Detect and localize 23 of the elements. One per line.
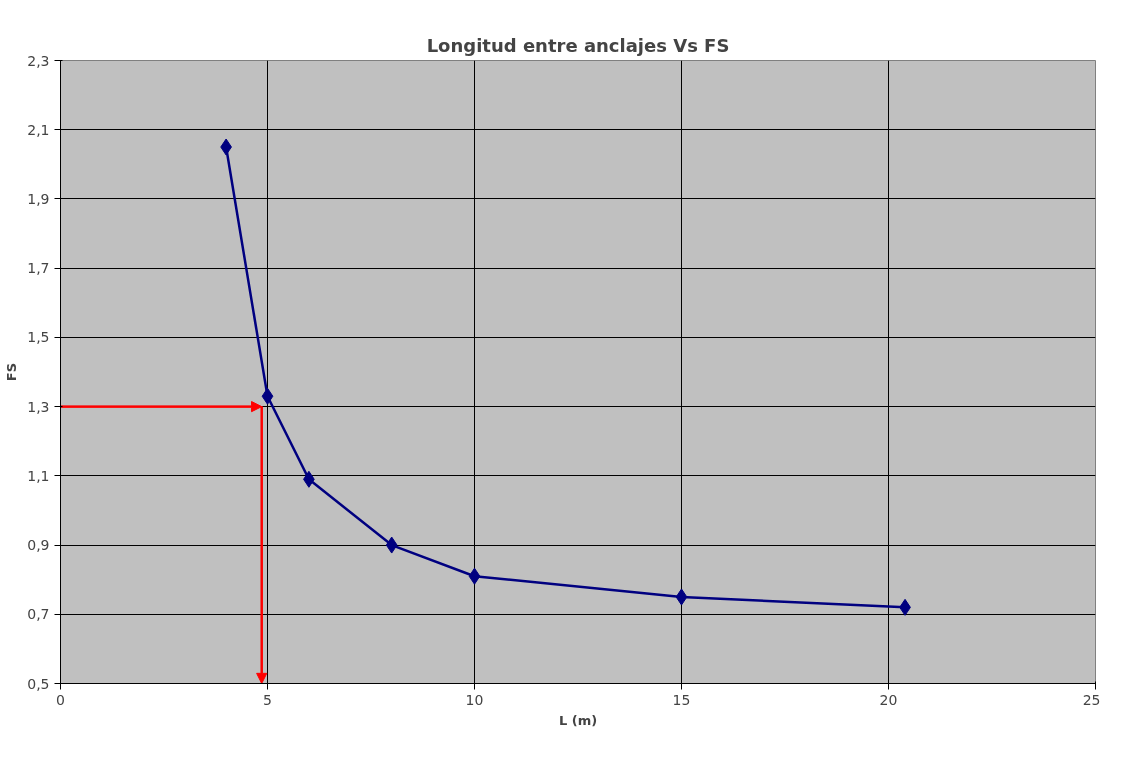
- x-tick-label: 10: [465, 691, 484, 708]
- x-tick-label: 15: [672, 691, 691, 708]
- x-tick-label: 25: [1082, 691, 1101, 708]
- point: [675, 588, 688, 606]
- y-tick-label: 1,1: [27, 467, 50, 484]
- point: [385, 536, 398, 554]
- y-tick-label: 1,9: [27, 190, 50, 207]
- y-tick-label: 0,9: [27, 537, 50, 554]
- y-tick-label: 1,5: [27, 329, 50, 346]
- y-tick-label: 1,7: [27, 260, 50, 277]
- point: [468, 567, 481, 585]
- x-tick-label: 5: [263, 691, 272, 708]
- x-tick-label: 0: [56, 691, 65, 708]
- y-tick-label: 0,5: [27, 675, 50, 692]
- y-axis-title: FS: [4, 362, 20, 382]
- y-tick-label: 2,1: [27, 121, 50, 138]
- x-tick-label: 20: [879, 691, 898, 708]
- x-axis-title: L (m): [558, 712, 598, 728]
- chart-title: Longitud entre anclajes Vs FS: [426, 34, 730, 56]
- y-tick-label: 0,7: [27, 606, 50, 623]
- y-tick-label: 2,3: [27, 52, 50, 69]
- point: [261, 387, 274, 405]
- y-tick-label: 1,3: [27, 398, 50, 415]
